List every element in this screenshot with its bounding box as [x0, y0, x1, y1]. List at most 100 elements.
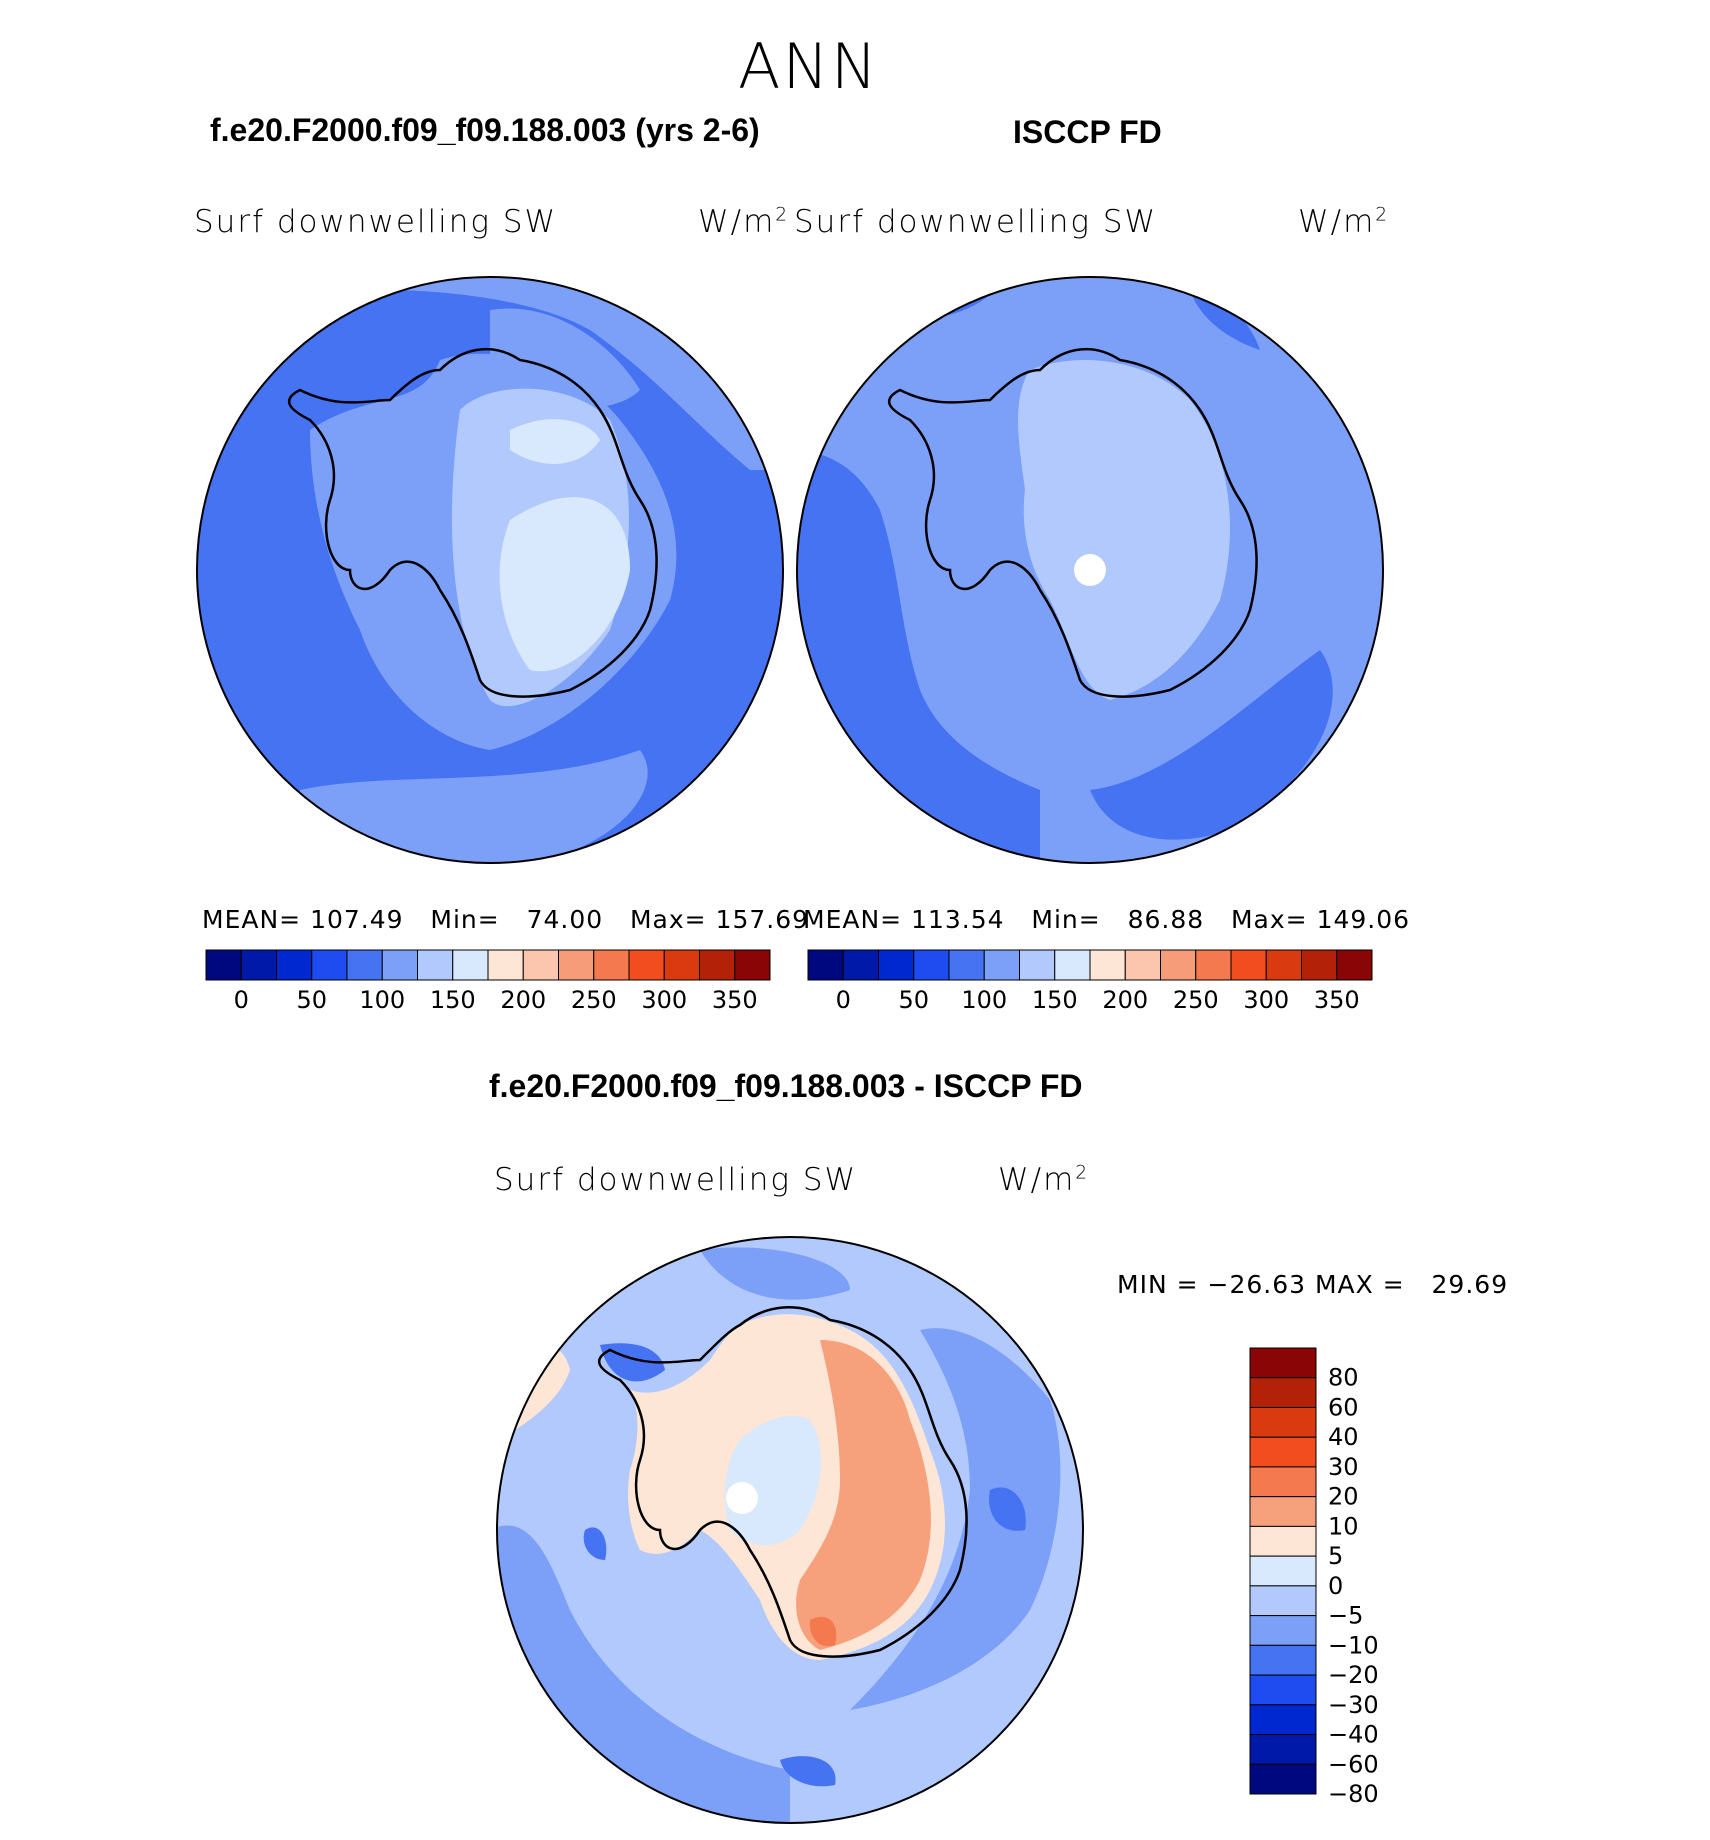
- diff-colorbar-swatch: [1249, 1347, 1317, 1379]
- obs-colorbar-swatch: [1336, 949, 1373, 981]
- model-colorbar-tick-label: 50: [296, 986, 327, 1014]
- model-colorbar-swatch: [734, 949, 771, 981]
- model-colorbar-swatch: [663, 949, 700, 981]
- obs-colorbar-tick-label: 100: [961, 986, 1007, 1014]
- diff-variable-label: Surf downwelling SW: [494, 1162, 858, 1198]
- diff-interior-cool: [724, 1416, 821, 1545]
- diff-colorbar-tick-label: −60: [1328, 1750, 1379, 1778]
- obs-south-patch: [1090, 650, 1333, 840]
- obs-plateau: [1018, 360, 1230, 700]
- diff-colorbar-swatch: [1249, 1674, 1317, 1706]
- obs-colorbar-tick-label: 250: [1173, 986, 1219, 1014]
- model-colorbar-swatch: [311, 949, 348, 981]
- obs-colorbar-swatch: [1019, 949, 1056, 981]
- diff-colorbar-swatch: [1249, 1436, 1317, 1468]
- obs-panel-title: ISCCP FD: [1013, 114, 1162, 150]
- diff-colorbar-swatch: [1249, 1496, 1317, 1527]
- model-colorbar-tick-label: 250: [571, 986, 617, 1014]
- diff-colorbar-tick-label: 30: [1328, 1453, 1359, 1481]
- diff-colorbar-tick-label: −20: [1328, 1661, 1379, 1689]
- model-colorbar-tick-label: 150: [430, 986, 476, 1014]
- obs-colorbar: 0 50 100 150 200 250 300 350: [807, 949, 1373, 1014]
- obs-colorbar-swatch: [1301, 949, 1338, 981]
- diff-colorbar-tick-label: 80: [1328, 1364, 1359, 1392]
- diff-colorbar-swatch: [1249, 1406, 1317, 1438]
- diff-colorbar-swatch: [1249, 1704, 1317, 1736]
- model-coastline: [287, 347, 658, 698]
- model-colorbar-swatch: [417, 949, 454, 981]
- obs-northeast-patch: [1190, 290, 1260, 350]
- model-colorbar-tick-label: 0: [234, 986, 249, 1014]
- model-colorbar-swatch: [522, 949, 559, 981]
- model-stats: MEAN= 107.49 Min= 74.00 Max= 157.69: [202, 905, 810, 934]
- obs-colorbar-swatch: [983, 949, 1020, 981]
- model-colorbar-swatch: [558, 949, 595, 981]
- diff-ocean-dark-3: [780, 1756, 836, 1787]
- diff-colorbar-tick-label: −40: [1328, 1721, 1379, 1749]
- diff-colorbar-tick-label: 5: [1328, 1542, 1343, 1570]
- model-colorbar-swatch: [452, 949, 489, 981]
- diff-pole-hole: [726, 1482, 758, 1514]
- model-south-band: [290, 750, 648, 863]
- model-colorbar-swatch: [346, 949, 383, 981]
- obs-colorbar-tick-label: 200: [1102, 986, 1148, 1014]
- obs-variable-label: Surf downwelling SW: [794, 204, 1158, 240]
- obs-colorbar-swatch: [913, 949, 950, 981]
- figure-title: ANN: [738, 30, 880, 103]
- diff-colorbar-swatch: [1249, 1763, 1317, 1795]
- model-colorbar-tick-label: 200: [500, 986, 546, 1014]
- model-colorbar-swatch: [240, 949, 277, 981]
- obs-pole-hole: [1074, 554, 1106, 586]
- model-colorbar-tick-label: 300: [641, 986, 687, 1014]
- obs-polar-map: [796, 276, 1384, 864]
- obs-colorbar-tick-label: 150: [1032, 986, 1078, 1014]
- model-colorbar-swatch: [699, 949, 736, 981]
- model-units-label: W/m2: [698, 204, 790, 240]
- diff-colorbar-tick-label: −10: [1328, 1631, 1379, 1659]
- diff-colorbar-tick-label: −30: [1328, 1691, 1379, 1719]
- obs-colorbar-swatch: [1124, 949, 1161, 981]
- obs-colorbar-tick-label: 350: [1314, 986, 1360, 1014]
- model-colorbar-swatch: [276, 949, 313, 981]
- obs-colorbar-swatch: [1089, 949, 1126, 981]
- obs-colorbar-swatch: [878, 949, 915, 981]
- diff-colorbar-swatch: [1249, 1377, 1317, 1408]
- model-plateau-core: [499, 497, 630, 672]
- diff-colorbar-tick-label: 40: [1328, 1423, 1359, 1451]
- obs-colorbar-swatch: [1230, 949, 1267, 981]
- diff-units-label: W/m2: [998, 1162, 1090, 1198]
- diff-ocean-dark-2: [989, 1487, 1026, 1531]
- obs-colorbar-swatch: [1265, 949, 1302, 981]
- diff-land-warm-mid: [796, 1340, 931, 1650]
- model-variable-label: Surf downwelling SW: [194, 204, 558, 240]
- obs-colorbar-swatch: [948, 949, 985, 981]
- diff-polar-map: [496, 1236, 1084, 1824]
- obs-colorbar-swatch: [1195, 949, 1232, 981]
- diff-colorbar-tick-label: −5: [1328, 1602, 1363, 1630]
- obs-colorbar-tick-label: 0: [836, 986, 851, 1014]
- diff-colorbar-swatch: [1249, 1734, 1317, 1765]
- model-colorbar-swatch: [205, 949, 242, 981]
- diff-colorbar-swatch: [1249, 1644, 1317, 1676]
- diff-colorbar-swatch: [1249, 1466, 1317, 1498]
- obs-colorbar-swatch: [1054, 949, 1091, 981]
- diff-coastline: [597, 1306, 968, 1658]
- model-colorbar-swatch: [628, 949, 665, 981]
- diff-panel-title: f.e20.F2000.f09_f09.188.003 - ISCCP FD: [489, 1068, 1083, 1104]
- obs-stats: MEAN= 113.54 Min= 86.88 Max= 149.06: [803, 905, 1411, 934]
- diff-colorbar-tick-label: 60: [1328, 1393, 1359, 1421]
- model-colorbar-swatch: [381, 949, 418, 981]
- diff-ocean-blue-3: [700, 1247, 850, 1300]
- diff-colorbar-swatch: [1249, 1615, 1317, 1646]
- obs-colorbar-swatch: [1160, 949, 1197, 981]
- diff-colorbar-tick-label: 10: [1328, 1512, 1359, 1540]
- diff-colorbar-tick-label: 20: [1328, 1483, 1359, 1511]
- model-colorbar: 0 50 100 150 200 250 300 350: [205, 949, 771, 1014]
- diff-colorbar-swatch: [1249, 1585, 1317, 1617]
- diff-land-warm-strong: [809, 1616, 837, 1647]
- diff-minmax: MIN = −26.63 MAX = 29.69: [1117, 1270, 1509, 1299]
- model-plateau-core-north: [510, 419, 600, 464]
- diff-ocean-dark-4: [583, 1527, 607, 1560]
- model-colorbar-swatch: [487, 949, 524, 981]
